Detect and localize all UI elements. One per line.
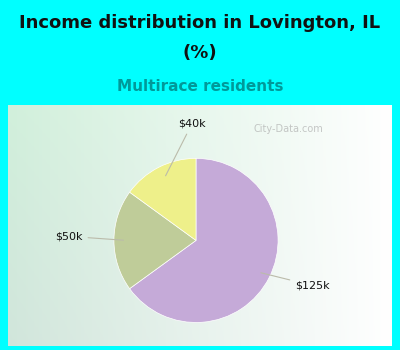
Text: $125k: $125k (261, 273, 330, 290)
Text: Multirace residents: Multirace residents (117, 79, 283, 93)
Text: $40k: $40k (166, 119, 206, 176)
Text: City-Data.com: City-Data.com (253, 124, 323, 134)
Text: Income distribution in Lovington, IL: Income distribution in Lovington, IL (20, 14, 380, 32)
Text: (%): (%) (183, 43, 217, 62)
Wedge shape (130, 158, 278, 322)
Wedge shape (114, 192, 196, 289)
Wedge shape (130, 158, 196, 240)
Text: $50k: $50k (55, 231, 124, 241)
